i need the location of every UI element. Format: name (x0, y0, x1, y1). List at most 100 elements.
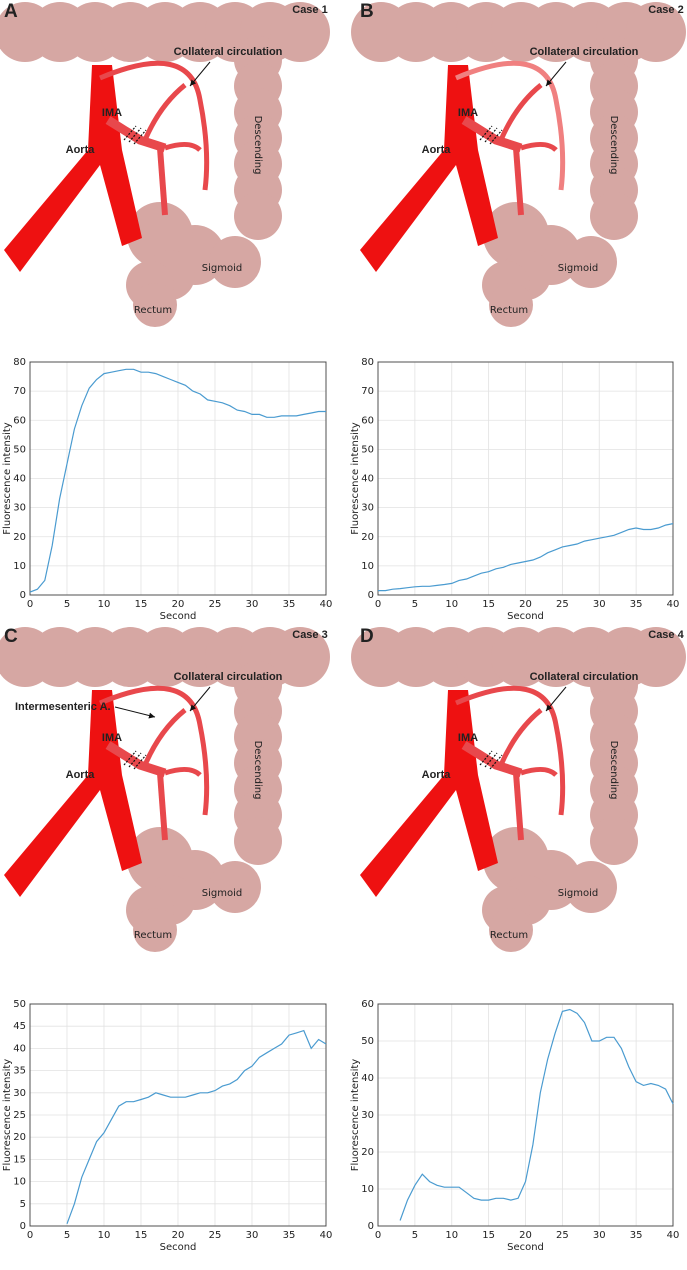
y-axis-label: Fluorescence intensity (350, 422, 361, 534)
ligation (133, 754, 147, 770)
y-tick-label: 20 (13, 532, 26, 543)
x-tick-label: 35 (630, 599, 643, 610)
diagram: B Case 2 Collateral circulation IMA Aorta Des… (351, 1, 686, 327)
x-tick-label: 5 (64, 599, 70, 610)
x-tick-label: 0 (27, 1230, 33, 1241)
y-tick-label: 20 (13, 1132, 26, 1143)
y-tick-label: 50 (13, 444, 26, 455)
rectum-label: Rectum (490, 305, 528, 316)
y-tick-label: 50 (361, 444, 374, 455)
x-tick-label: 35 (283, 599, 296, 610)
ligation (133, 129, 147, 145)
artery (164, 142, 202, 152)
colon (133, 908, 177, 952)
collateral-artery (455, 60, 566, 191)
x-tick-label: 35 (630, 1230, 643, 1241)
y-tick-label: 25 (13, 1110, 26, 1121)
x-tick-label: 35 (283, 1230, 296, 1241)
ima-label: IMA (102, 107, 122, 119)
case-label: Case 2 (648, 4, 683, 16)
ligation (123, 750, 137, 766)
y-tick-label: 35 (13, 1066, 26, 1077)
y-tick-label: 40 (361, 1073, 374, 1084)
y-tick-label: 0 (20, 590, 26, 601)
colon (133, 283, 177, 327)
colon (209, 861, 261, 913)
x-tick-label: 25 (556, 599, 569, 610)
aorta-label: Aorta (422, 144, 452, 156)
x-axis-label: Second (160, 611, 197, 622)
ligation (489, 754, 503, 770)
arrow (545, 686, 567, 712)
y-tick-label: 40 (13, 474, 26, 485)
y-tick-label: 80 (13, 357, 26, 368)
x-tick-label: 40 (667, 599, 680, 610)
x-tick-label: 10 (98, 1230, 111, 1241)
plot-frame (29, 361, 327, 596)
ligation (479, 750, 493, 766)
sigmoid-label: Sigmoid (202, 263, 242, 274)
chart: 0 5 10 15 20 25 30 35 40 0 10 20 30 40 50 60 70 80 Second F… (350, 357, 679, 622)
x-tick-label: 30 (246, 1230, 259, 1241)
colon (270, 2, 330, 62)
x-tick-label: 25 (556, 1230, 569, 1241)
ima-artery (105, 741, 167, 778)
diagram: D Case 4 Collateral circulation IMA Aorta Des… (351, 626, 686, 952)
y-tick-label: 10 (361, 1184, 374, 1195)
x-tick-label: 0 (375, 1230, 381, 1241)
y-tick-label: 50 (361, 1036, 374, 1047)
colon (234, 817, 282, 865)
artery (513, 147, 524, 216)
x-tick-label: 10 (445, 1230, 458, 1241)
y-tick-label: 60 (361, 999, 374, 1010)
case-label: Case 4 (648, 629, 684, 641)
intermesenteric-label: Intermesenteric A. (15, 701, 111, 713)
ligation (484, 127, 498, 143)
y-tick-label: 40 (13, 1043, 26, 1054)
diagram: A Case 1 Collateral circulation IMA Aorta Des… (0, 1, 330, 327)
diagram: C Case 3 Collateral circulation Intermesent… (0, 626, 330, 952)
chart: 0 5 10 15 20 25 30 35 40 0 5 10 15 20 25 30 35 40 45 50 Seco… (2, 999, 332, 1253)
ligation (128, 752, 142, 768)
sigmoid-label: Sigmoid (558, 888, 598, 899)
artery (498, 83, 543, 141)
chart: 0 5 10 15 20 25 30 35 40 0 10 20 30 40 50 60 Second Fluor… (350, 999, 679, 1253)
collateral-label: Collateral circulation (174, 46, 283, 58)
x-tick-label: 40 (667, 1230, 680, 1241)
ima-label: IMA (102, 732, 122, 744)
descending-label: Descending (608, 741, 619, 800)
y-tick-label: 50 (13, 999, 26, 1010)
x-tick-label: 20 (172, 599, 185, 610)
x-tick-label: 5 (64, 1230, 70, 1241)
y-tick-label: 80 (361, 357, 374, 368)
y-tick-label: 30 (361, 1110, 374, 1121)
artery (513, 772, 524, 841)
y-tick-label: 30 (361, 503, 374, 514)
collateral-label: Collateral circulation (174, 671, 283, 683)
rectum-label: Rectum (134, 305, 172, 316)
x-tick-label: 40 (320, 599, 333, 610)
rectum-label: Rectum (490, 930, 528, 941)
y-axis-label: Fluorescence intensity (2, 1059, 13, 1171)
case-label: Case 1 (292, 4, 327, 16)
y-tick-label: 20 (361, 532, 374, 543)
artery (142, 708, 187, 766)
aorta (4, 65, 142, 272)
data-line (66, 1029, 327, 1225)
y-tick-label: 30 (13, 503, 26, 514)
collateral-artery (99, 685, 210, 816)
ima-label: IMA (458, 107, 478, 119)
x-tick-label: 30 (246, 599, 259, 610)
artery (164, 767, 202, 777)
y-tick-label: 0 (368, 1221, 374, 1232)
x-tick-label: 5 (412, 1230, 418, 1241)
x-tick-label: 5 (412, 599, 418, 610)
x-tick-label: 40 (320, 1230, 333, 1241)
plot-frame (377, 361, 674, 596)
collateral-artery (99, 60, 210, 191)
ligation (484, 752, 498, 768)
y-tick-label: 40 (361, 474, 374, 485)
ima-label: IMA (458, 732, 478, 744)
x-tick-label: 20 (172, 1230, 185, 1241)
x-tick-label: 25 (209, 1230, 222, 1241)
